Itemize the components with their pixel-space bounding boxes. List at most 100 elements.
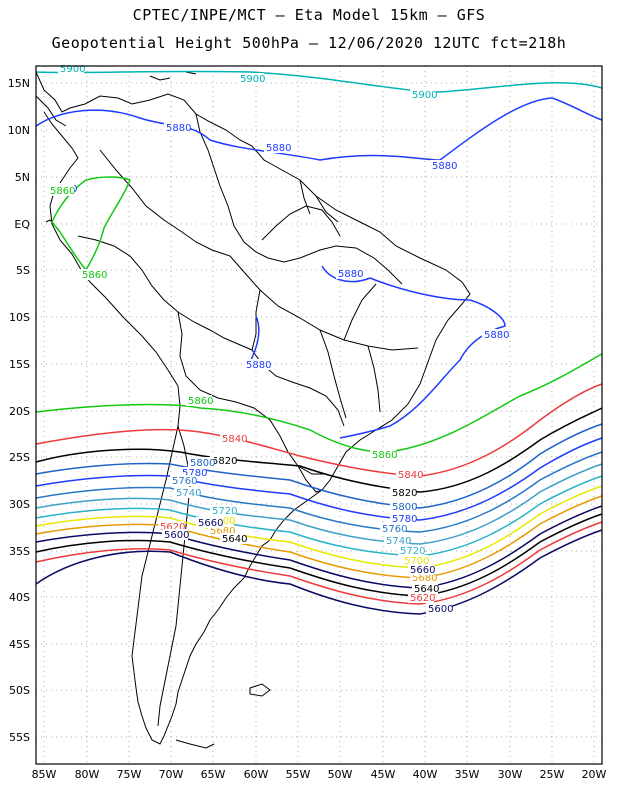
contour-5880-north	[35, 97, 603, 161]
contour-label: 5740	[386, 536, 411, 547]
contour-label: 5720	[212, 506, 237, 517]
contour-label-bg	[390, 513, 416, 524]
contour-label-bg	[48, 185, 74, 196]
contour-label: 5660	[410, 565, 435, 576]
contour-label-bg	[208, 525, 234, 536]
contour-label: 5620	[410, 593, 435, 604]
contour-label-bg	[188, 457, 214, 468]
contour-label-bg	[210, 505, 236, 516]
map-title: CPTEC/INPE/MCT — Eta Model 15km — GFS	[132, 6, 486, 24]
lat-tick-label: 5S	[16, 264, 30, 277]
graticule	[36, 66, 602, 764]
contour-label: 5880	[166, 123, 191, 134]
contour-5780	[35, 437, 603, 521]
contour-label-bg	[264, 142, 290, 153]
latitude-axis: 15N 10N 5N EQ 5S 10S 15S 20S 25S 30S 35S 40S 45S 50S 5…	[8, 77, 31, 744]
contour-label: 5880	[246, 360, 271, 371]
lon-tick-label: 70W	[159, 768, 184, 781]
longitude-axis: 85W 80W 75W 70W 65W 60W 55W 50W 45W 40W 35W 30W 25W 2…	[32, 768, 607, 781]
lat-tick-label: EQ	[14, 218, 30, 231]
lat-tick-label: 35S	[9, 545, 30, 558]
contour-5880-west	[249, 315, 260, 363]
lon-tick-label: 55W	[286, 768, 311, 781]
contour-label: 5720	[400, 546, 425, 557]
contour-label-bg	[408, 564, 434, 575]
lat-tick-label: 15N	[8, 77, 30, 90]
contour-5660	[35, 505, 603, 589]
contour-label-bg	[390, 501, 416, 512]
contour-label-bg	[238, 73, 264, 84]
contour-label-bg	[158, 521, 184, 532]
contour-5900	[35, 70, 603, 93]
contour-5860-main	[35, 353, 603, 453]
contour-label-bg	[180, 467, 206, 478]
contour-label: 5900	[60, 64, 85, 75]
lon-tick-label: 75W	[117, 768, 142, 781]
contour-label: 5680	[210, 526, 235, 537]
contour-label-bg	[58, 63, 84, 74]
lat-tick-label: 55S	[9, 731, 30, 744]
coastlines	[35, 71, 471, 749]
contour-label: 5840	[222, 434, 247, 445]
contour-5800	[35, 423, 603, 509]
lon-tick-label: 80W	[75, 768, 100, 781]
contour-5860-west	[51, 176, 131, 272]
contour-label-bg	[170, 475, 196, 486]
lon-tick-label: 40W	[413, 768, 438, 781]
lat-tick-label: 30S	[9, 498, 30, 511]
contour-label-bg	[426, 603, 452, 614]
contour-label: 5820	[212, 456, 237, 467]
contour-label: 5760	[172, 476, 197, 487]
contour-label: 5640	[222, 534, 247, 545]
contour-label: 5620	[160, 522, 185, 533]
contour-label-bg	[220, 533, 246, 544]
contour-label-bg	[174, 487, 200, 498]
contour-5840	[35, 383, 603, 477]
lon-tick-label: 85W	[32, 768, 57, 781]
contour-label-bg	[380, 523, 406, 534]
contour-label: 5880	[432, 161, 457, 172]
contour-label: 5900	[412, 90, 437, 101]
contour-label: 5600	[164, 530, 189, 541]
contour-label: 5880	[338, 269, 363, 280]
contour-5880-south	[321, 265, 506, 439]
contour-label: 5860	[50, 186, 75, 197]
contour-label: 5820	[392, 488, 417, 499]
contour-5740	[35, 463, 603, 545]
lat-tick-label: 40S	[9, 591, 30, 604]
contour-label-bg	[430, 160, 456, 171]
contour-label-bg	[482, 329, 508, 340]
lat-tick-label: 15S	[9, 358, 30, 371]
contour-label: 5860	[82, 270, 107, 281]
contour-label-bg	[384, 535, 410, 546]
contour-label-bg	[402, 555, 428, 566]
lon-tick-label: 35W	[455, 768, 480, 781]
contour-label-bg	[336, 268, 362, 279]
lon-tick-label: 25W	[540, 768, 565, 781]
contour-label-bg	[164, 122, 190, 133]
contour-label: 5700	[404, 556, 429, 567]
contour-label: 5780	[392, 514, 417, 525]
lat-tick-label: 50S	[9, 684, 30, 697]
contour-label-bg	[370, 449, 396, 460]
contour-label-bg	[412, 583, 438, 594]
contour-5700	[35, 485, 603, 569]
contour-label: 5860	[188, 396, 213, 407]
contour-label-bg	[396, 469, 422, 480]
contour-label: 5700	[210, 516, 235, 527]
contour-label: 5840	[398, 470, 423, 481]
contour-label-bg	[398, 545, 424, 556]
contour-label-bg	[390, 487, 416, 498]
contour-label-bg	[162, 529, 188, 540]
map-subtitle: Geopotential Height 500hPa — 12/06/2020 …	[51, 34, 567, 52]
lon-tick-label: 20W	[582, 768, 607, 781]
lat-tick-label: 10N	[8, 124, 30, 137]
lat-tick-label: 25S	[9, 451, 30, 464]
contour-labels: 5900590059005880588058805880588058805880…	[48, 63, 509, 615]
contour-label-bg	[220, 433, 246, 444]
contour-label: 5640	[414, 584, 439, 595]
contour-label-bg	[244, 359, 270, 370]
contour-5600	[35, 529, 603, 615]
contour-label: 5760	[382, 524, 407, 535]
map-frame	[35, 65, 603, 765]
